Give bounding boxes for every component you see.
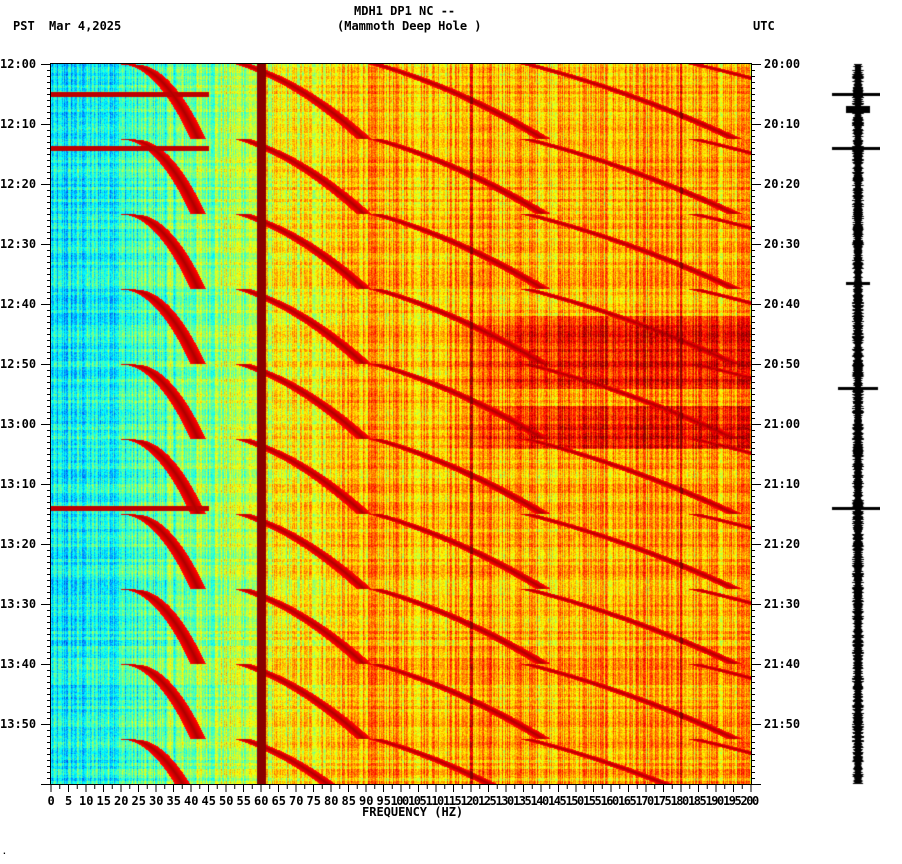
station-subtitle: (Mammoth Deep Hole ) [337,19,482,33]
spectrogram-heatmap [51,64,751,784]
x-tick-label: 60 [254,794,269,808]
x-tick-label: 0 [47,794,55,808]
x-tick-label: 160 [600,794,620,808]
x-tick-label: 85 [341,794,356,808]
y-tick-label-left: 13:50 [0,717,37,731]
y-tick-label-right: 20:30 [764,237,801,251]
y-tick-label-right: 21:20 [764,537,801,551]
x-tick-label: 110 [425,794,445,808]
x-tick-label: 80 [324,794,339,808]
y-tick-label-right: 21:30 [764,597,801,611]
y-tick-label-left: 12:40 [0,297,37,311]
right-timezone: UTC [753,19,775,33]
x-tick-label: 40 [184,794,199,808]
x-tick-label: 195 [723,794,742,808]
plot-border [50,63,752,785]
x-tick-label: 20 [114,794,129,808]
x-tick-label: 130 [495,794,515,808]
y-tick-label-left: 13:10 [0,477,37,491]
y-tick-label-left: 13:20 [0,537,37,551]
x-tick-label: 55 [236,794,251,808]
left-timezone: PST [13,19,35,33]
x-tick-label: 200 [740,794,760,808]
x-tick-label: 170 [635,794,655,808]
y-tick-label-right: 21:50 [764,717,801,731]
x-tick-label: 105 [408,794,427,808]
y-tick-label-left: 12:20 [0,177,37,191]
x-tick-label: 180 [670,794,690,808]
y-tick-label-left: 12:50 [0,357,37,371]
x-tick-label: 190 [705,794,725,808]
y-tick-label-right: 20:20 [764,177,801,191]
date-label: Mar 4,2025 [49,19,122,33]
x-tick-label: 90 [359,794,374,808]
y-tick-label-left: 13:40 [0,657,37,671]
x-tick-label: 120 [460,794,480,808]
y-tick-label-right: 21:40 [764,657,801,671]
y-tick-label-right: 20:10 [764,117,801,131]
x-tick-label: 30 [149,794,164,808]
x-tick-label: 115 [443,794,462,808]
x-tick-label: 145 [548,794,567,808]
x-axis-label: FREQUENCY (HZ) [362,805,464,819]
station-title: MDH1 DP1 NC -- [354,4,456,18]
x-tick-label: 15 [96,794,111,808]
x-tick-label: 25 [131,794,146,808]
x-tick-label: 95 [376,794,391,808]
y-tick-label-left: 12:10 [0,117,37,131]
x-tick-label: 185 [688,794,707,808]
corner-mark: . [2,847,7,856]
x-tick-label: 135 [513,794,532,808]
x-tick-label: 70 [289,794,304,808]
x-tick-label: 75 [306,794,321,808]
x-tick-label: 100 [390,794,410,808]
seismogram-trace [820,60,880,790]
y-tick-label-right: 21:00 [764,417,801,431]
x-tick-label: 10 [79,794,94,808]
y-tick-label-right: 20:00 [764,57,801,71]
x-tick-label: 65 [271,794,286,808]
x-tick-label: 165 [618,794,637,808]
y-tick-label-right: 20:40 [764,297,801,311]
x-tick-label: 140 [530,794,550,808]
y-tick-label-left: 13:00 [0,417,37,431]
x-tick-label: 50 [219,794,234,808]
y-tick-label-right: 20:50 [764,357,801,371]
x-tick-label: 155 [583,794,602,808]
x-tick-label: 150 [565,794,585,808]
y-tick-label-left: 12:30 [0,237,37,251]
x-tick-label: 5 [65,794,73,808]
y-tick-label-left: 13:30 [0,597,37,611]
x-tick-label: 35 [166,794,181,808]
x-tick-label: 45 [201,794,216,808]
y-tick-label-right: 21:10 [764,477,801,491]
x-tick-label: 125 [478,794,497,808]
y-tick-label-left: 12:00 [0,57,37,71]
x-tick-label: 175 [653,794,672,808]
